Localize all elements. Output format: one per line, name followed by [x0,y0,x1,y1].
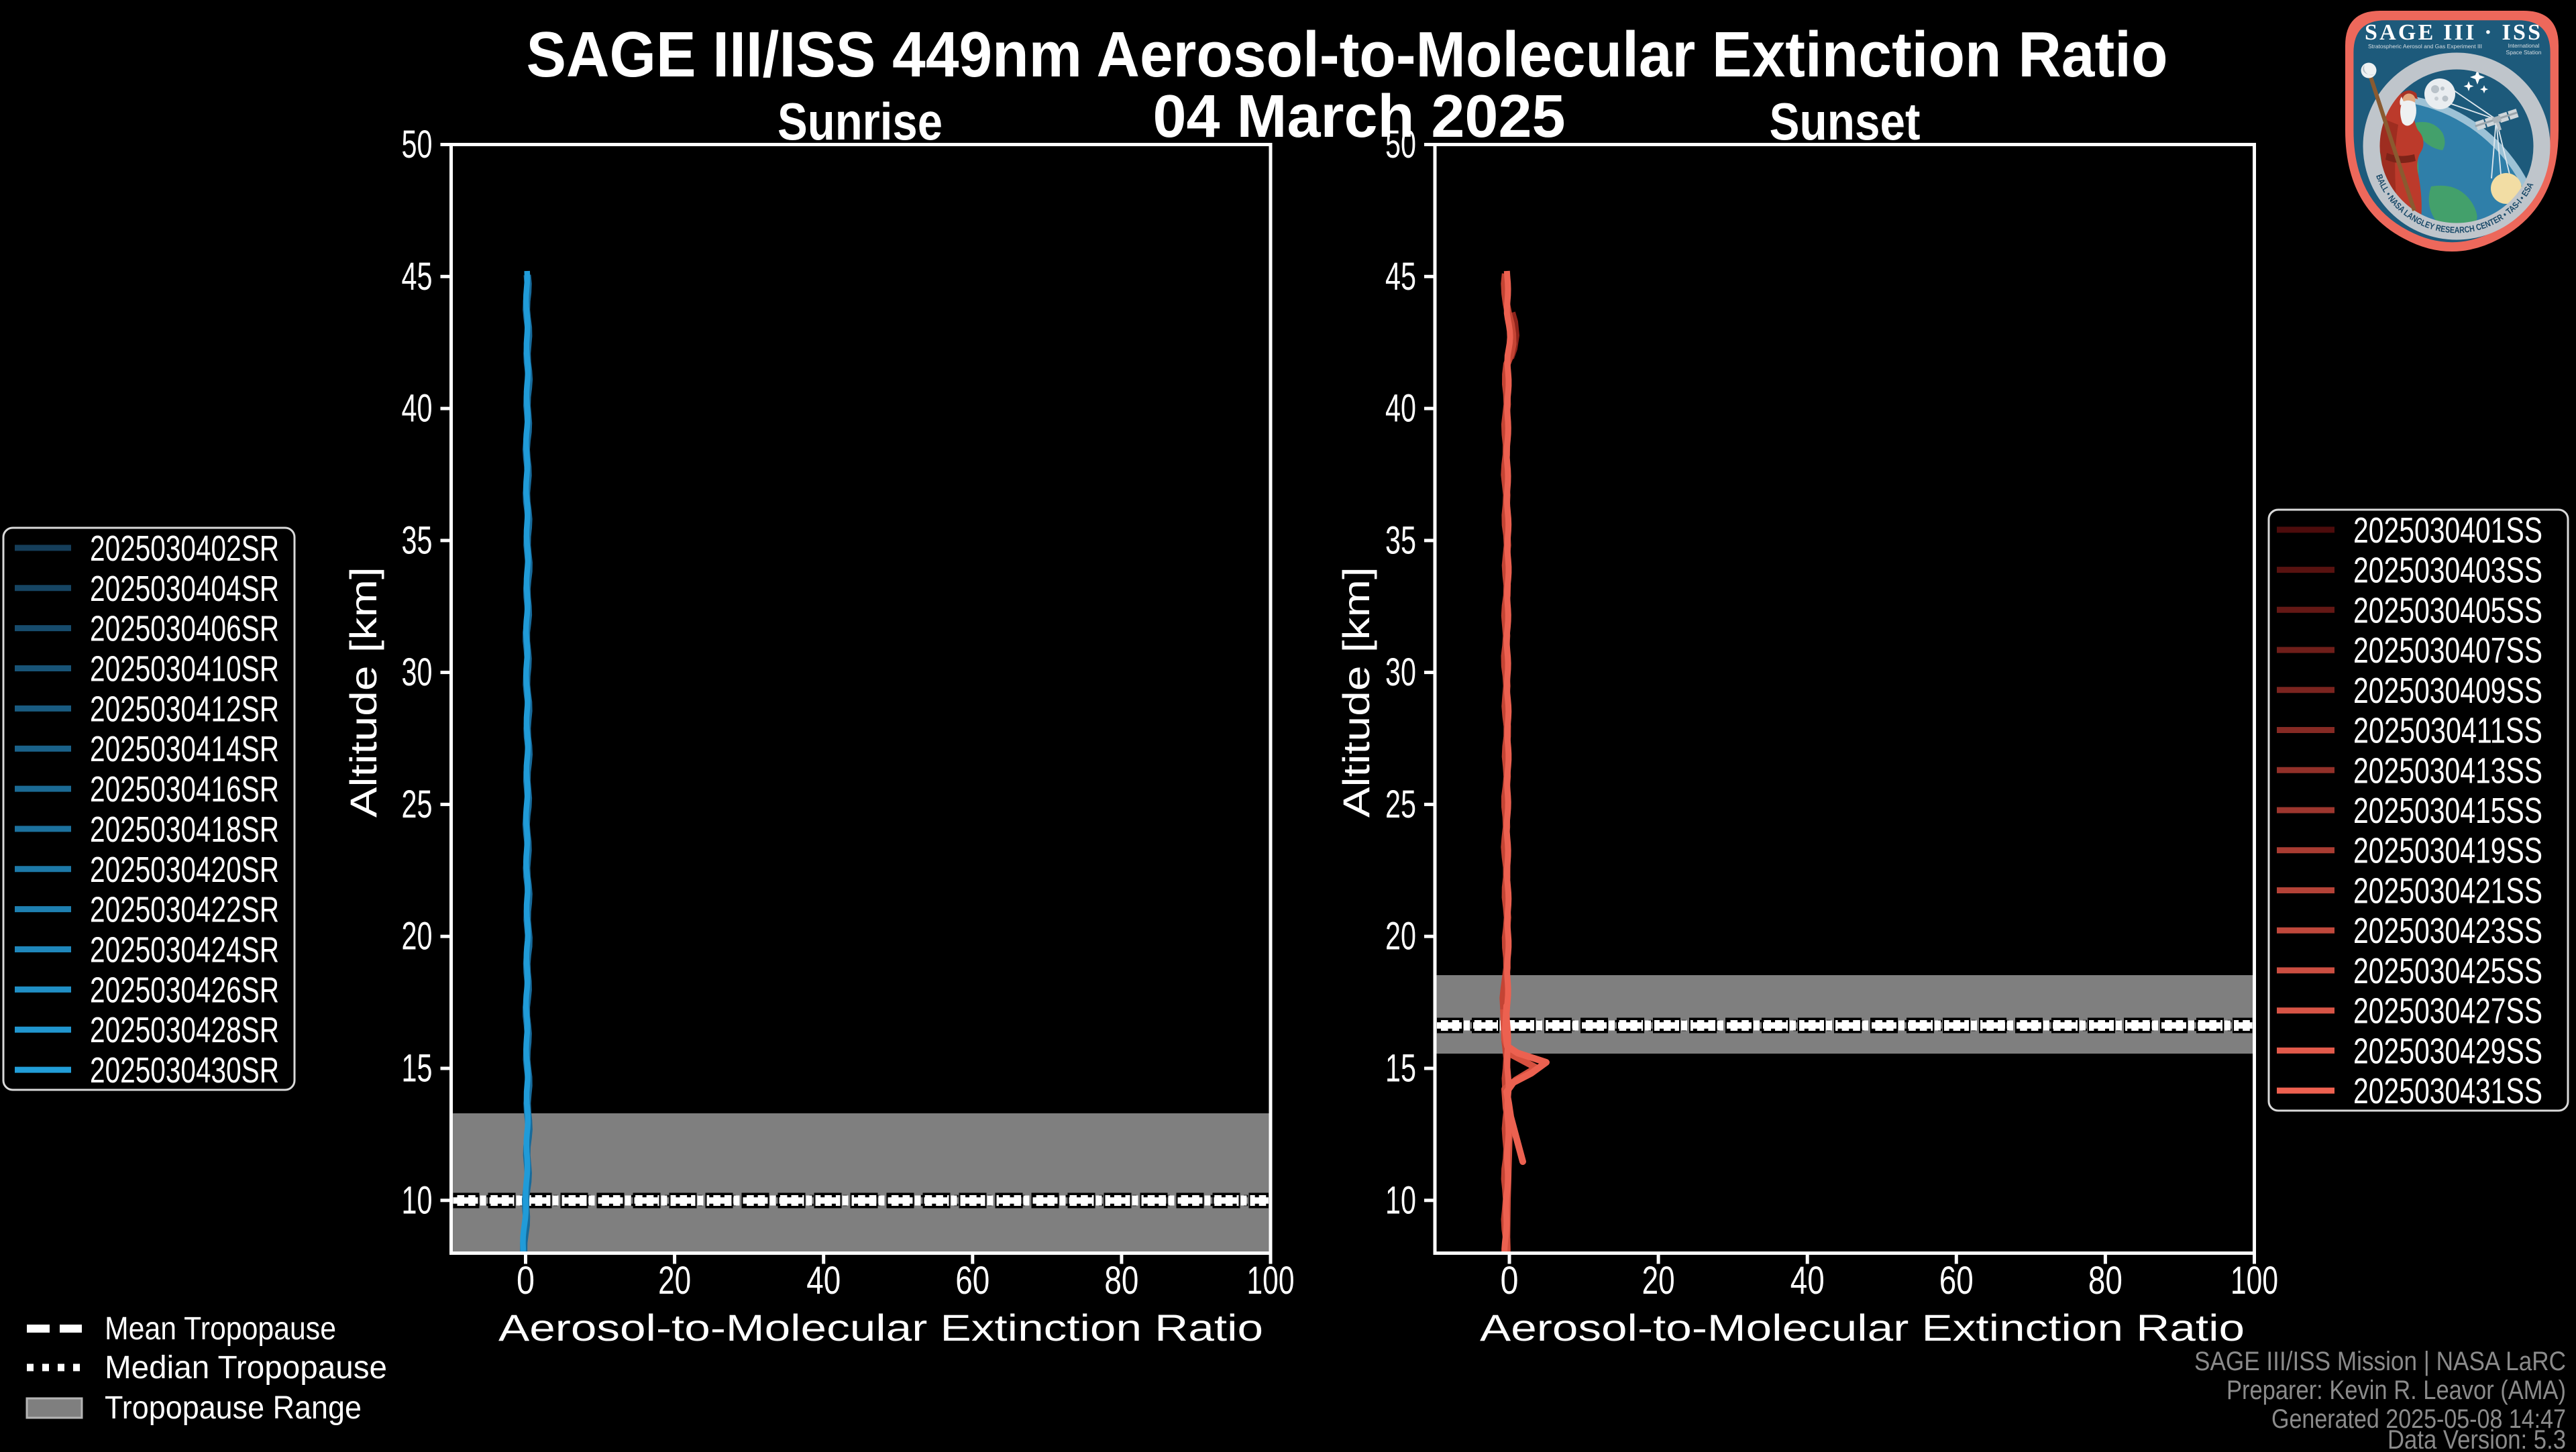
svg-text:2025030401SS: 2025030401SS [2353,510,2542,551]
svg-text:2025030420SR: 2025030420SR [90,850,279,890]
svg-text:40: 40 [1385,387,1416,431]
svg-text:40: 40 [1790,1259,1825,1302]
svg-text:Sunrise: Sunrise [777,92,943,151]
svg-text:25: 25 [1385,783,1416,826]
svg-text:30: 30 [402,651,433,694]
svg-text:0: 0 [1501,1259,1519,1302]
svg-text:2025030423SS: 2025030423SS [2353,911,2542,951]
svg-text:2025030410SR: 2025030410SR [90,649,279,689]
svg-text:2025030413SS: 2025030413SS [2353,750,2542,791]
svg-text:Space Station: Space Station [2506,49,2542,56]
svg-text:100: 100 [2231,1259,2278,1302]
svg-text:30: 30 [1385,651,1416,694]
svg-text:Tropopause Range: Tropopause Range [105,1390,362,1426]
svg-text:04 March 2025: 04 March 2025 [1153,83,1566,150]
svg-text:45: 45 [402,255,433,298]
svg-text:Preparer: Kevin R. Leavor (AMA: Preparer: Kevin R. Leavor (AMA) [2226,1376,2566,1405]
svg-text:10: 10 [402,1178,433,1222]
svg-text:80: 80 [1104,1259,1138,1302]
svg-text:25: 25 [402,783,433,826]
svg-text:Stratospheric Aerosol and Gas: Stratospheric Aerosol and Gas Experiment… [2368,43,2482,50]
svg-text:40: 40 [806,1259,841,1302]
svg-text:Generated 2025-05-08 14:47: Generated 2025-05-08 14:47 [2271,1404,2566,1434]
svg-text:2025030425SS: 2025030425SS [2353,951,2542,991]
svg-text:SAGE III/ISS 449nm Aerosol-to-: SAGE III/ISS 449nm Aerosol-to-Molecular … [527,19,2168,91]
svg-text:50: 50 [402,123,433,166]
svg-text:0: 0 [517,1259,535,1302]
svg-text:80: 80 [2088,1259,2123,1302]
svg-text:20: 20 [402,915,433,958]
svg-text:2025030428SR: 2025030428SR [90,1010,279,1050]
svg-text:50: 50 [1385,123,1416,166]
svg-text:2025030411SS: 2025030411SS [2353,711,2542,751]
svg-text:Median Tropopause: Median Tropopause [105,1350,387,1386]
svg-text:2025030416SR: 2025030416SR [90,769,279,809]
svg-text:2025030402SR: 2025030402SR [90,528,279,569]
svg-text:20: 20 [658,1259,691,1302]
svg-text:2025030421SS: 2025030421SS [2353,871,2542,911]
svg-text:15: 15 [1385,1047,1416,1091]
svg-text:2025030431SS: 2025030431SS [2353,1071,2542,1111]
svg-text:2025030419SS: 2025030419SS [2353,831,2542,871]
svg-text:100: 100 [1247,1259,1295,1302]
svg-text:Altitude [km]: Altitude [km] [1335,567,1377,818]
svg-text:SAGE III/ISS Mission | NASA La: SAGE III/ISS Mission | NASA LaRC [2194,1347,2566,1376]
svg-text:2025030427SS: 2025030427SS [2353,991,2542,1031]
svg-text:Altitude [km]: Altitude [km] [342,567,384,818]
svg-text:Aerosol-to-Molecular Extinctio: Aerosol-to-Molecular Extinction Ratio [498,1306,1263,1349]
svg-text:15: 15 [402,1047,433,1091]
svg-text:2025030426SR: 2025030426SR [90,970,279,1010]
svg-text:35: 35 [1385,518,1416,562]
svg-text:2025030418SR: 2025030418SR [90,809,279,850]
svg-text:2025030409SS: 2025030409SS [2353,671,2542,711]
svg-text:2025030404SR: 2025030404SR [90,569,279,609]
svg-text:2025030412SR: 2025030412SR [90,689,279,729]
svg-text:60: 60 [955,1259,989,1302]
svg-text:2025030424SR: 2025030424SR [90,930,279,970]
svg-text:2025030414SR: 2025030414SR [90,729,279,769]
svg-text:2025030406SR: 2025030406SR [90,609,279,649]
svg-text:35: 35 [402,518,433,562]
svg-text:2025030405SS: 2025030405SS [2353,590,2542,630]
svg-text:40: 40 [402,387,433,431]
svg-text:2025030430SR: 2025030430SR [90,1050,279,1091]
svg-text:International: International [2508,42,2540,49]
svg-text:Mean Tropopause: Mean Tropopause [105,1311,336,1347]
svg-text:2025030422SR: 2025030422SR [90,890,279,930]
svg-text:Data Version: 5.3: Data Version: 5.3 [2387,1425,2566,1449]
svg-text:2025030407SS: 2025030407SS [2353,630,2542,671]
svg-text:Sunset: Sunset [1770,92,1921,151]
svg-text:20: 20 [1642,1259,1675,1302]
svg-text:Aerosol-to-Molecular Extinctio: Aerosol-to-Molecular Extinction Ratio [1480,1306,2245,1349]
svg-text:2025030429SS: 2025030429SS [2353,1031,2542,1071]
svg-text:2025030403SS: 2025030403SS [2353,551,2542,591]
svg-text:60: 60 [1939,1259,1974,1302]
svg-text:2025030415SS: 2025030415SS [2353,791,2542,831]
svg-text:10: 10 [1385,1178,1416,1222]
svg-text:45: 45 [1385,255,1416,298]
svg-text:20: 20 [1385,915,1416,958]
